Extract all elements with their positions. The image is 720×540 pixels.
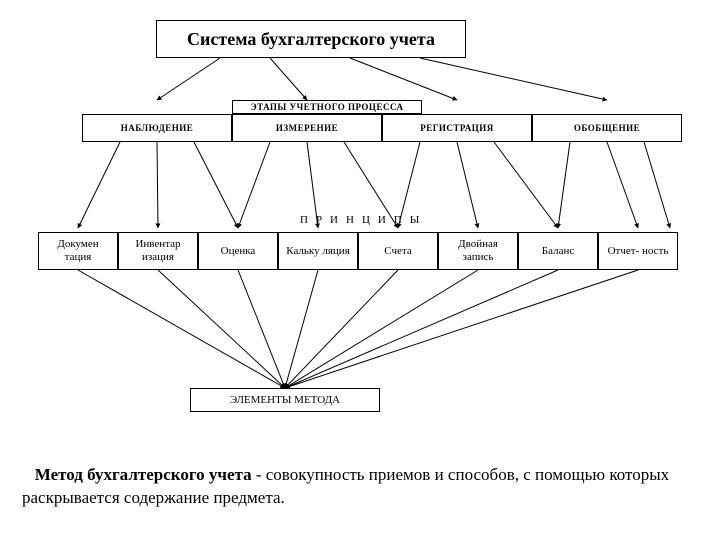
stage-registration: РЕГИСТРАЦИЯ [382,114,532,142]
caption-bold: Метод бухгалтерского учета [35,465,252,484]
principle-balance: Баланс [518,232,598,270]
title-box: Система бухгалтерского учета [156,20,466,58]
principle-accounts: Счета [358,232,438,270]
stages-header: ЭТАПЫ УЧЕТНОГО ПРОЦЕССА [232,100,422,114]
elements-method-box: ЭЛЕМЕНТЫ МЕТОДА [190,388,380,412]
stage-observation: НАБЛЮДЕНИЕ [82,114,232,142]
stage-generalization: ОБОБЩЕНИЕ [532,114,682,142]
principle-calculation: Кальку ляция [278,232,358,270]
principle-documentation: Докумен тация [38,232,118,270]
principle-valuation: Оценка [198,232,278,270]
stage-measurement: ИЗМЕРЕНИЕ [232,114,382,142]
principle-inventory: Инвентар изация [118,232,198,270]
diagram-arrows [0,0,720,540]
principles-label: ПРИНЦИПЫ [300,214,427,226]
caption-paragraph: Метод бухгалтерского учета - совокупност… [22,464,698,510]
principle-reporting: Отчет- ность [598,232,678,270]
principle-double-entry: Двойная запись [438,232,518,270]
